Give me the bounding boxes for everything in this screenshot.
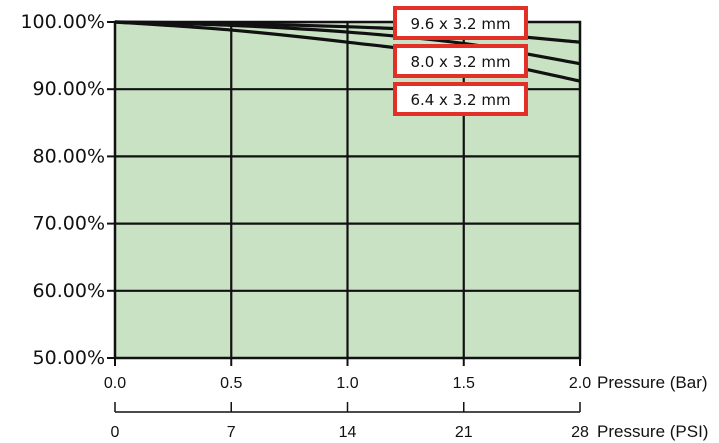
x-axes: 0.0 0.5 1.0 1.5 2.0 Pressure (Bar) 0 7 14 21 28 Pre…	[104, 358, 708, 441]
x-tick-label-bar: 0.5	[220, 375, 242, 392]
legend-label-2: 8.0 x 3.2 mm	[410, 53, 510, 71]
y-tick-label: 90.00%	[33, 78, 105, 100]
y-tick-label: 100.00%	[20, 11, 105, 33]
x-tick-label-psi: 7	[227, 424, 236, 441]
x-tick-label-psi: 0	[111, 424, 120, 441]
y-tick-label: 70.00%	[33, 213, 105, 235]
x-tick-label-bar: 0.0	[104, 375, 126, 392]
legend-box-1	[393, 6, 528, 40]
legend-label-1: 9.6 x 3.2 mm	[410, 15, 510, 33]
y-axis: 50.00% 60.00% 70.00% 80.00% 90.00% 100.00%	[20, 11, 115, 369]
legend-label-3: 6.4 x 3.2 mm	[410, 91, 510, 109]
x-axis-title-psi: Pressure (PSI)	[597, 422, 708, 441]
x-axis-title-bar: Pressure (Bar)	[597, 373, 708, 392]
x-tick-label-bar: 1.5	[453, 375, 475, 392]
x-tick-label-bar: 1.0	[336, 375, 358, 392]
x-tick-label-bar: 2.0	[569, 375, 591, 392]
x-tick-label-psi: 28	[571, 424, 589, 441]
legend: 9.6 x 3.2 mm 8.0 x 3.2 mm 6.4 x 3.2 mm	[393, 6, 528, 116]
legend-box-3	[393, 82, 528, 116]
x-tick-label-psi: 14	[339, 424, 357, 441]
y-tick-label: 80.00%	[33, 145, 105, 167]
legend-box-2	[393, 44, 528, 78]
y-tick-label: 50.00%	[33, 347, 105, 369]
y-tick-label: 60.00%	[33, 280, 105, 302]
x-tick-label-psi: 21	[455, 424, 473, 441]
